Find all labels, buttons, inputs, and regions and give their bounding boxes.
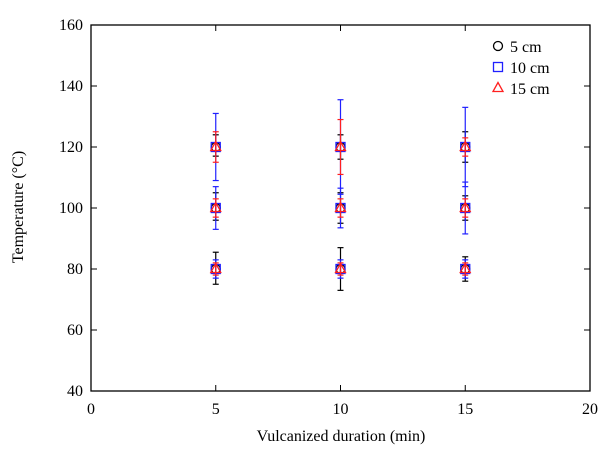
data-point-15-cm — [334, 262, 347, 276]
marker-triangle — [334, 140, 347, 152]
legend-item-10-cm: 10 cm — [492, 60, 550, 77]
data-point-15-cm — [459, 137, 472, 157]
data-points — [209, 99, 472, 291]
data-point-15-cm — [459, 198, 472, 218]
data-point-15-cm — [209, 262, 222, 276]
y-tick-label: 140 — [59, 78, 83, 95]
y-tick-label: 100 — [59, 200, 83, 217]
marker-triangle — [209, 201, 222, 213]
x-tick-label: 10 — [333, 401, 349, 418]
series-15-cm — [209, 118, 472, 276]
data-point-15-cm — [334, 118, 347, 176]
y-tick-label: 120 — [59, 139, 83, 156]
marker-triangle — [334, 262, 347, 274]
marker-triangle — [209, 140, 222, 152]
legend-label: 5 cm — [510, 39, 542, 56]
y-tick-label: 60 — [67, 322, 83, 339]
legend-marker-triangle — [491, 81, 505, 93]
x-tick-label: 20 — [582, 401, 598, 418]
y-axis-label: Temperature (°C) — [10, 151, 27, 263]
legend-item-5-cm: 5 cm — [492, 39, 542, 56]
x-tick-label: 0 — [87, 401, 95, 418]
marker-triangle — [459, 140, 472, 152]
x-axis-label: Vulcanized duration (min) — [257, 428, 426, 445]
legend-label: 10 cm — [510, 60, 550, 77]
data-point-15-cm — [334, 198, 347, 218]
marker-triangle — [459, 201, 472, 213]
data-point-15-cm — [209, 131, 222, 163]
legend-marker-square — [492, 61, 504, 73]
legend: 5 cm 10 cm 15 cm — [491, 39, 550, 98]
marker-triangle — [209, 262, 222, 274]
legend-marker-circle — [492, 40, 504, 52]
marker-triangle — [459, 262, 472, 274]
tick-labels: 0 5 10 15 20 40 60 80 100 120 140 160 — [59, 17, 598, 418]
y-tick-label: 80 — [67, 261, 83, 278]
data-point-15-cm — [209, 198, 222, 218]
axes — [90, 24, 591, 392]
y-tick-label: 160 — [59, 17, 83, 34]
y-tick-label: 40 — [67, 383, 83, 400]
legend-item-15-cm: 15 cm — [491, 81, 550, 98]
data-point-15-cm — [459, 262, 472, 276]
legend-label: 15 cm — [510, 81, 550, 98]
marker-triangle — [334, 201, 347, 213]
x-tick-label: 15 — [457, 401, 473, 418]
x-tick-label: 5 — [212, 401, 220, 418]
